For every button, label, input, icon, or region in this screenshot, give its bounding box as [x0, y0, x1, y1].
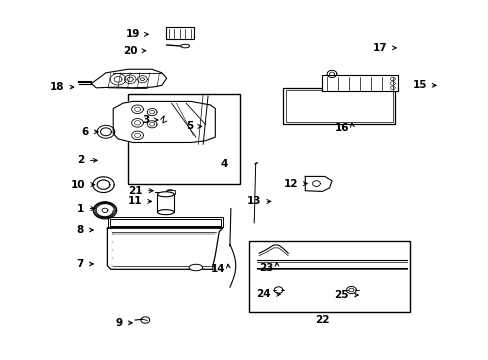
Text: 12: 12 — [283, 179, 297, 189]
Bar — [322, 75, 397, 91]
Polygon shape — [305, 176, 331, 192]
Bar — [249, 241, 409, 312]
Text: 5: 5 — [186, 121, 193, 131]
Text: 19: 19 — [125, 29, 140, 39]
Bar — [108, 217, 222, 227]
Text: 15: 15 — [411, 80, 426, 90]
Text: 11: 11 — [128, 197, 142, 206]
Bar — [165, 27, 194, 39]
Ellipse shape — [157, 192, 174, 197]
Ellipse shape — [181, 44, 189, 48]
Text: 1: 1 — [77, 203, 84, 213]
Text: 16: 16 — [334, 123, 348, 133]
Text: 23: 23 — [259, 262, 273, 273]
Text: 20: 20 — [123, 46, 137, 56]
Text: 14: 14 — [210, 264, 224, 274]
Text: 24: 24 — [256, 289, 271, 299]
Polygon shape — [113, 102, 215, 143]
Text: 25: 25 — [334, 290, 348, 300]
Bar — [157, 194, 174, 212]
Text: 22: 22 — [314, 315, 329, 325]
Text: 18: 18 — [50, 82, 64, 92]
Bar — [283, 88, 394, 123]
Text: 9: 9 — [116, 318, 122, 328]
Text: 3: 3 — [142, 115, 149, 125]
Text: 4: 4 — [220, 159, 227, 169]
Text: 8: 8 — [77, 225, 84, 235]
Text: 13: 13 — [246, 197, 261, 206]
Bar — [110, 219, 220, 226]
Text: 7: 7 — [77, 259, 84, 269]
Text: 6: 6 — [81, 127, 89, 137]
Polygon shape — [91, 69, 166, 88]
Ellipse shape — [157, 210, 174, 215]
Text: 17: 17 — [372, 43, 387, 53]
Bar — [127, 94, 239, 184]
Bar — [285, 90, 392, 122]
Ellipse shape — [189, 264, 202, 271]
Text: 2: 2 — [77, 156, 84, 165]
Text: 21: 21 — [128, 186, 142, 196]
Text: 10: 10 — [71, 180, 85, 190]
Bar — [166, 190, 175, 194]
Polygon shape — [107, 228, 222, 269]
